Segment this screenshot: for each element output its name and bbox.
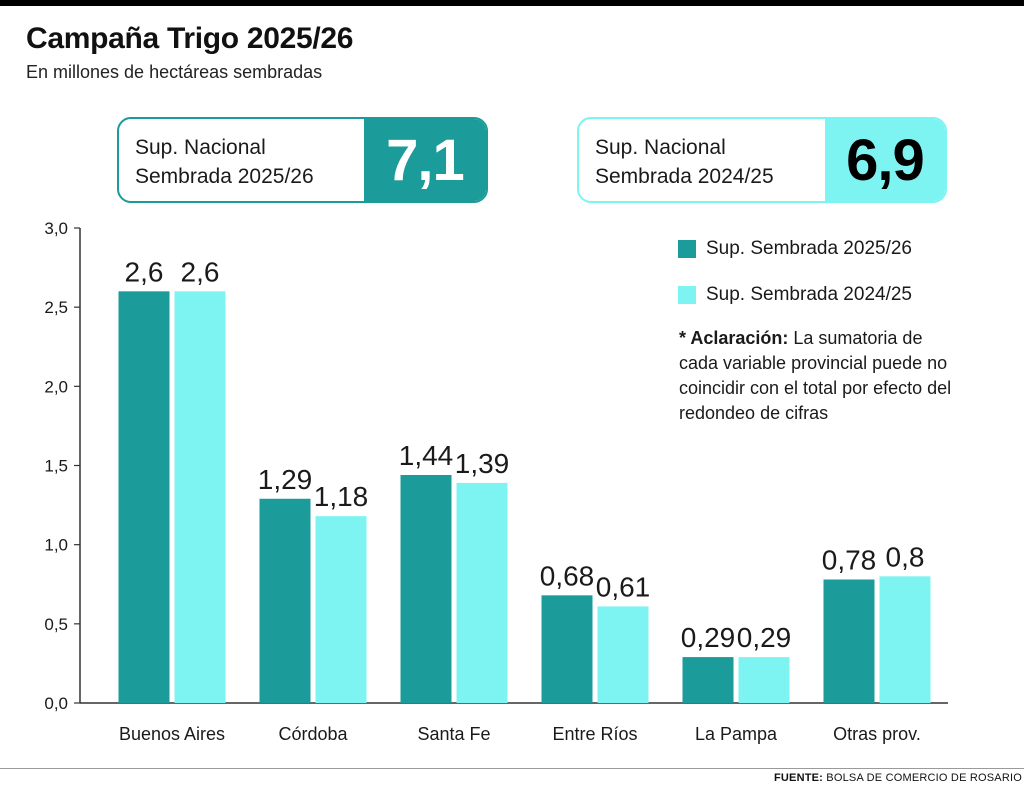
kpi-label-line1: Sup. Nacional: [135, 136, 266, 159]
data-label: 1,18: [314, 481, 369, 512]
bottom-divider: [0, 768, 1024, 769]
data-label: 0,29: [681, 622, 736, 653]
kpi-value: 6,9: [825, 119, 945, 201]
y-tick-label: 1,5: [44, 457, 68, 476]
chart-title: Campaña Trigo 2025/26: [26, 22, 354, 55]
data-label: 1,44: [399, 440, 454, 471]
x-tick-label: Entre Ríos: [552, 724, 637, 744]
kpi-card-2024-25: Sup. Nacional Sembrada 2024/25 6,9: [577, 117, 947, 203]
data-label: 0,29: [737, 622, 792, 653]
bar: [315, 516, 367, 703]
chart-subtitle: En millones de hectáreas sembradas: [26, 62, 323, 82]
y-tick-label: 3,0: [44, 219, 68, 238]
legend-swatch: [678, 240, 696, 258]
legend-label: Sup. Sembrada 2025/26: [706, 238, 912, 259]
y-tick-label: 2,5: [44, 298, 68, 317]
data-label: 2,6: [181, 256, 220, 287]
y-tick-label: 0,0: [44, 694, 68, 713]
data-label: 0,8: [886, 541, 925, 572]
x-tick-label: Santa Fe: [417, 724, 490, 744]
clarification-note: * Aclaración: La sumatoria de cada varia…: [679, 326, 959, 426]
source-credit: FUENTE: BOLSA DE COMERCIO DE ROSARIO: [774, 772, 1022, 784]
data-label: 0,78: [822, 545, 877, 576]
legend-swatch: [678, 286, 696, 304]
bar: [456, 482, 508, 703]
kpi-value: 7,1: [364, 119, 486, 201]
x-tick-label: Córdoba: [278, 724, 348, 744]
y-tick-label: 1,0: [44, 536, 68, 555]
legend-item-2024-25: Sup. Sembrada 2024/25: [678, 284, 912, 306]
note-heading: * Aclaración:: [679, 328, 789, 348]
x-tick-label: Buenos Aires: [119, 724, 225, 744]
data-label: 0,61: [596, 571, 651, 602]
bar: [118, 291, 170, 703]
x-tick-label: La Pampa: [695, 724, 778, 744]
data-label: 2,6: [125, 256, 164, 287]
data-label: 1,39: [455, 448, 510, 479]
bar: [259, 498, 311, 703]
legend: Sup. Sembrada 2025/26 Sup. Sembrada 2024…: [678, 238, 912, 330]
kpi-label-line1: Sup. Nacional: [595, 136, 726, 159]
kpi-label-line2: Sembrada 2024/25: [595, 165, 774, 188]
bar: [541, 595, 593, 703]
note-text: La sumatoria de cada variable provincial…: [679, 328, 952, 423]
bar: [879, 576, 931, 703]
bar: [597, 606, 649, 703]
y-tick-label: 2,0: [44, 377, 68, 396]
legend-label: Sup. Sembrada 2024/25: [706, 284, 912, 305]
x-tick-label: Otras prov.: [833, 724, 921, 744]
kpi-card-2025-26: Sup. Nacional Sembrada 2025/26 7,1: [117, 117, 488, 203]
source-text: BOLSA DE COMERCIO DE ROSARIO: [823, 772, 1022, 784]
top-border: [0, 0, 1024, 6]
data-label: 1,29: [258, 464, 313, 495]
kpi-label-line2: Sembrada 2025/26: [135, 165, 314, 188]
bar: [738, 657, 790, 703]
data-label: 0,68: [540, 560, 595, 591]
bar: [823, 579, 875, 703]
legend-item-2025-26: Sup. Sembrada 2025/26: [678, 238, 912, 260]
bar: [682, 657, 734, 703]
kpi-label: Sup. Nacional Sembrada 2025/26: [119, 119, 364, 201]
bar: [400, 475, 452, 703]
y-tick-label: 0,5: [44, 615, 68, 634]
bar: [174, 291, 226, 703]
source-label: FUENTE:: [773, 772, 824, 784]
kpi-label: Sup. Nacional Sembrada 2024/25: [579, 119, 825, 201]
